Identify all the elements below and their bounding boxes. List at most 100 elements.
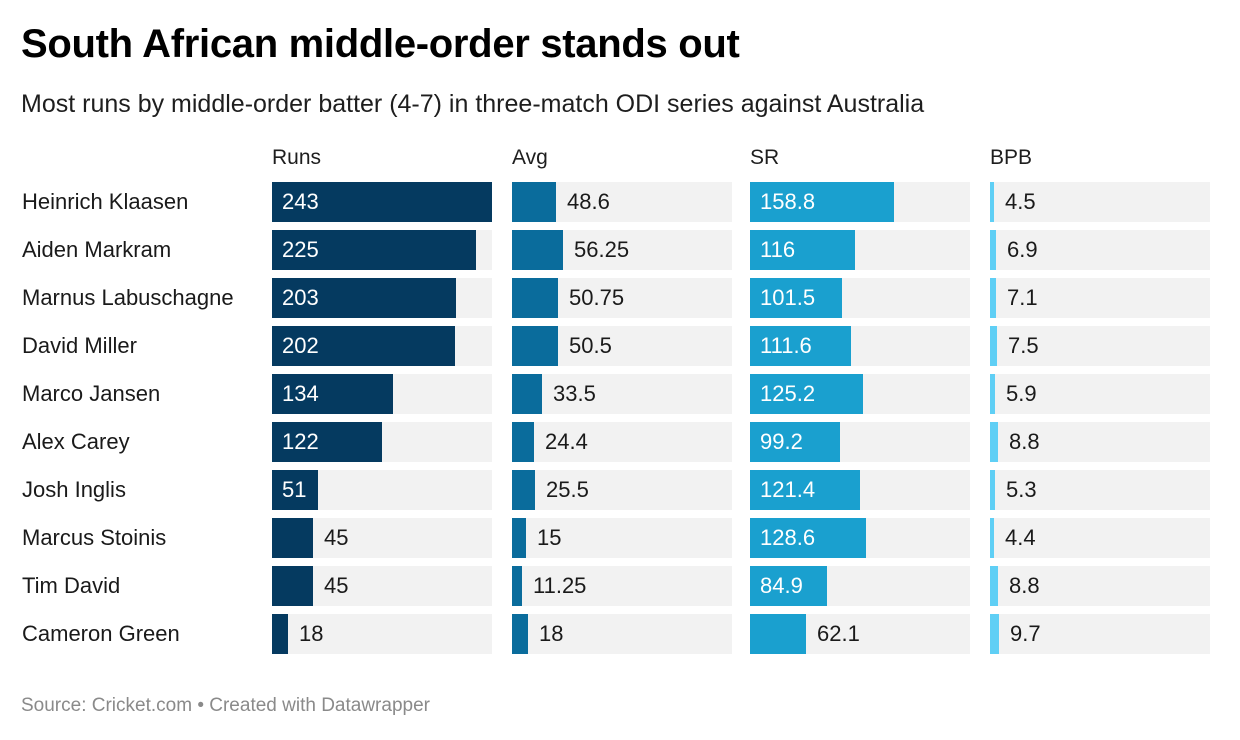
data-label-avg: 50.5	[569, 333, 612, 358]
bar-bpb	[990, 470, 995, 510]
column-header-bpb: BPB	[990, 146, 1033, 169]
bar-bpb	[990, 614, 999, 654]
data-label-bpb: 7.1	[1007, 285, 1038, 310]
bar-sr	[750, 230, 855, 270]
bar-track-avg: 15	[512, 518, 732, 558]
bar-avg	[512, 182, 556, 222]
bar-bpb	[990, 422, 998, 462]
bar-track-bpb: 6.9	[990, 230, 1210, 270]
bar-runs	[272, 614, 288, 654]
bar-track-bpb: 4.5	[990, 182, 1210, 222]
bar-track-runs: 243	[272, 182, 492, 222]
bar-track-bpb: 4.4	[990, 518, 1210, 558]
data-label-avg: 48.6	[567, 189, 610, 214]
bar-avg	[512, 470, 535, 510]
bar-track-runs: 203	[272, 278, 492, 318]
bar-sr	[750, 182, 894, 222]
data-label-avg: 56.25	[574, 237, 630, 262]
bar-track-avg: 50.5	[512, 326, 732, 366]
data-label-sr: 101.5	[760, 285, 816, 310]
row-label-aiden-markram: Aiden Markram	[22, 237, 172, 262]
bar-runs	[272, 182, 492, 222]
row-label-david-miller: David Miller	[22, 333, 137, 358]
bar-track-runs: 51	[272, 470, 492, 510]
bar-track-avg: 56.25	[512, 230, 732, 270]
bar-track-bpb: 9.7	[990, 614, 1210, 654]
bar-runs	[272, 230, 476, 270]
bar-avg	[512, 566, 522, 606]
data-label-avg: 18	[539, 621, 564, 646]
bar-track-sr: 111.6	[750, 326, 970, 366]
bar-track-avg: 25.5	[512, 470, 732, 510]
bar-bpb	[990, 278, 996, 318]
bar-bpb	[990, 230, 996, 270]
bar-track-avg: 48.6	[512, 182, 732, 222]
bar-runs	[272, 422, 382, 462]
column-header-runs: Runs	[272, 146, 322, 169]
bar-track-sr: 116	[750, 230, 970, 270]
chart-source-footer: Source: Cricket.com • Created with Dataw…	[21, 695, 430, 716]
bar-avg	[512, 326, 558, 366]
data-label-bpb: 9.7	[1010, 621, 1041, 646]
data-label-bpb: 4.4	[1005, 525, 1036, 550]
bar-track-avg: 50.75	[512, 278, 732, 318]
row-label-heinrich-klaasen: Heinrich Klaasen	[22, 189, 189, 214]
bar-track-bpb: 5.9	[990, 374, 1210, 414]
bar-avg	[512, 614, 528, 654]
column-header-avg: Avg	[512, 146, 548, 169]
data-label-runs: 225	[282, 237, 319, 262]
data-label-sr: 128.6	[760, 525, 816, 550]
data-label-runs: 51	[282, 477, 307, 502]
row-label-marcus-stoinis: Marcus Stoinis	[22, 525, 167, 550]
bar-track-bpb: 7.5	[990, 326, 1210, 366]
bar-sr	[750, 422, 840, 462]
data-label-avg: 11.25	[533, 573, 587, 598]
data-label-bpb: 6.9	[1007, 237, 1038, 262]
bar-track-avg: 18	[512, 614, 732, 654]
bar-track-sr: 84.9	[750, 566, 970, 606]
bar-track-bpb: 7.1	[990, 278, 1210, 318]
bar-sr	[750, 566, 827, 606]
bar-avg	[512, 374, 542, 414]
data-label-sr: 84.9	[760, 573, 803, 598]
data-label-runs: 18	[299, 621, 324, 646]
data-label-runs: 122	[282, 429, 319, 454]
bar-runs	[272, 278, 456, 318]
bar-track-runs: 18	[272, 614, 492, 654]
bar-sr	[750, 614, 806, 654]
data-label-sr: 125.2	[760, 381, 816, 406]
data-label-bpb: 8.8	[1009, 573, 1040, 598]
bar-sr	[750, 278, 842, 318]
data-label-bpb: 5.9	[1006, 381, 1037, 406]
chart-title: South African middle-order stands out	[21, 22, 740, 66]
data-label-sr: 99.2	[760, 429, 803, 454]
row-label-tim-david: Tim David	[22, 573, 121, 598]
bar-sr	[750, 326, 851, 366]
bar-track-sr: 121.4	[750, 470, 970, 510]
bar-avg	[512, 518, 526, 558]
data-label-sr: 111.6	[760, 333, 812, 358]
bar-track-runs: 134	[272, 374, 492, 414]
bar-avg	[512, 422, 534, 462]
data-label-bpb: 8.8	[1009, 429, 1040, 454]
bar-track-avg: 11.25	[512, 566, 732, 606]
bar-track-bpb: 8.8	[990, 422, 1210, 462]
data-label-runs: 45	[324, 525, 349, 550]
bar-track-avg: 33.5	[512, 374, 732, 414]
bar-sr	[750, 470, 860, 510]
data-label-sr: 121.4	[760, 477, 816, 502]
row-label-cameron-green: Cameron Green	[22, 621, 180, 646]
bar-track-runs: 45	[272, 566, 492, 606]
bar-runs	[272, 470, 318, 510]
data-label-bpb: 5.3	[1006, 477, 1037, 502]
chart-subtitle: Most runs by middle-order batter (4-7) i…	[21, 90, 925, 118]
data-label-bpb: 4.5	[1005, 189, 1036, 214]
row-label-marco-jansen: Marco Jansen	[22, 381, 161, 406]
data-label-runs: 202	[282, 333, 319, 358]
bar-track-runs: 45	[272, 518, 492, 558]
data-label-sr: 158.8	[760, 189, 816, 214]
data-label-runs: 243	[282, 189, 319, 214]
bar-sr	[750, 374, 863, 414]
bar-bpb	[990, 566, 998, 606]
bar-track-sr: 101.5	[750, 278, 970, 318]
